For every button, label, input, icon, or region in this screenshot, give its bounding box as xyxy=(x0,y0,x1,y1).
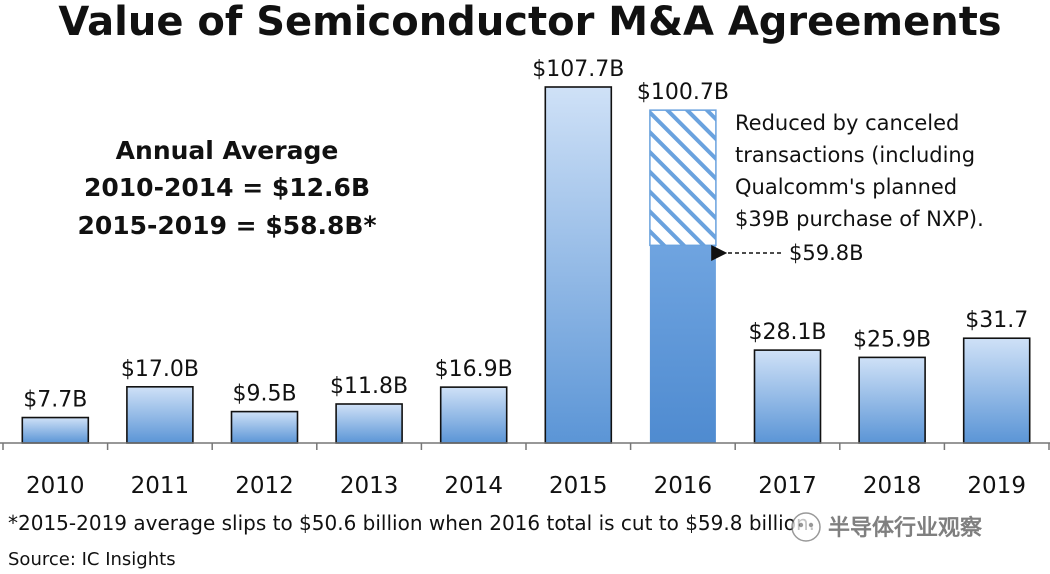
x-tick-2011: 2011 xyxy=(131,473,190,499)
x-tick-2012: 2012 xyxy=(235,473,294,499)
data-label-2015: $107.7B xyxy=(532,57,624,82)
x-tick-marks xyxy=(2,443,1050,450)
annotation-line-1: Reduced by canceled xyxy=(735,111,959,135)
x-tick-2016: 2016 xyxy=(654,473,713,499)
x-tick-labels: 2010 2011 2012 2013 2014 2015 2016 2017 2018 2019 xyxy=(26,473,1026,499)
bar-2014 xyxy=(439,386,508,444)
reduced-value-label: $59.8B xyxy=(789,241,864,265)
data-label-2010: $7.7B xyxy=(23,388,87,413)
data-label-2017: $28.1B xyxy=(748,320,826,345)
data-label-2011: $17.0B xyxy=(121,357,199,382)
x-tick-2010: 2010 xyxy=(26,473,85,499)
x-tick-2019: 2019 xyxy=(967,473,1026,499)
data-label-2019: $31.7 xyxy=(965,308,1028,333)
watermark-text: 半导体行业观察 xyxy=(828,515,983,541)
annual-average-heading: Annual Average xyxy=(116,136,339,165)
watermark-icon-dot xyxy=(798,522,804,528)
x-tick-2013: 2013 xyxy=(340,473,399,499)
bar-2011 xyxy=(126,386,194,444)
x-tick-2017: 2017 xyxy=(758,473,817,499)
footnote: *2015-2019 average slips to $50.6 billio… xyxy=(8,511,815,535)
bar-2019 xyxy=(962,337,1031,444)
x-tick-2018: 2018 xyxy=(863,473,922,499)
data-label-2014: $16.9B xyxy=(435,357,513,382)
bar-2010 xyxy=(21,416,90,444)
watermark: 半导体行业观察 xyxy=(791,512,983,542)
bar-2016-reduced xyxy=(649,245,716,443)
annotation-line-3: Qualcomm's planned xyxy=(735,175,957,199)
bar-2016-canceled xyxy=(649,109,717,247)
bars-group: $7.7B $17.0B $9.5B $11.8B $16.9B $107.7B $100.… xyxy=(21,57,1031,444)
annual-average-line-2: 2015-2019 = $58.8B* xyxy=(77,211,376,240)
watermark-icon xyxy=(791,512,821,542)
data-label-2018: $25.9B xyxy=(853,327,931,352)
bar-2018 xyxy=(858,356,926,444)
bar-2017 xyxy=(753,349,822,444)
x-tick-2015: 2015 xyxy=(549,473,608,499)
data-label-2013: $11.8B xyxy=(330,374,408,399)
bar-2012 xyxy=(230,410,299,444)
watermark-icon-dot-2 xyxy=(808,522,814,528)
x-tick-2014: 2014 xyxy=(444,473,503,499)
annotation-line-4: $39B purchase of NXP). xyxy=(735,207,984,231)
source-label: Source: IC Insights xyxy=(8,549,176,570)
annotation-line-2: transactions (including xyxy=(735,143,975,167)
data-label-2012: $9.5B xyxy=(232,382,296,407)
bar-2015 xyxy=(544,86,613,444)
data-label-2016: $100.7B xyxy=(637,80,729,105)
chart-title: Value of Semiconductor M&A Agreements xyxy=(58,0,1001,45)
annual-average-line-1: 2010-2014 = $12.6B xyxy=(84,173,370,202)
bar-2013 xyxy=(335,403,403,444)
